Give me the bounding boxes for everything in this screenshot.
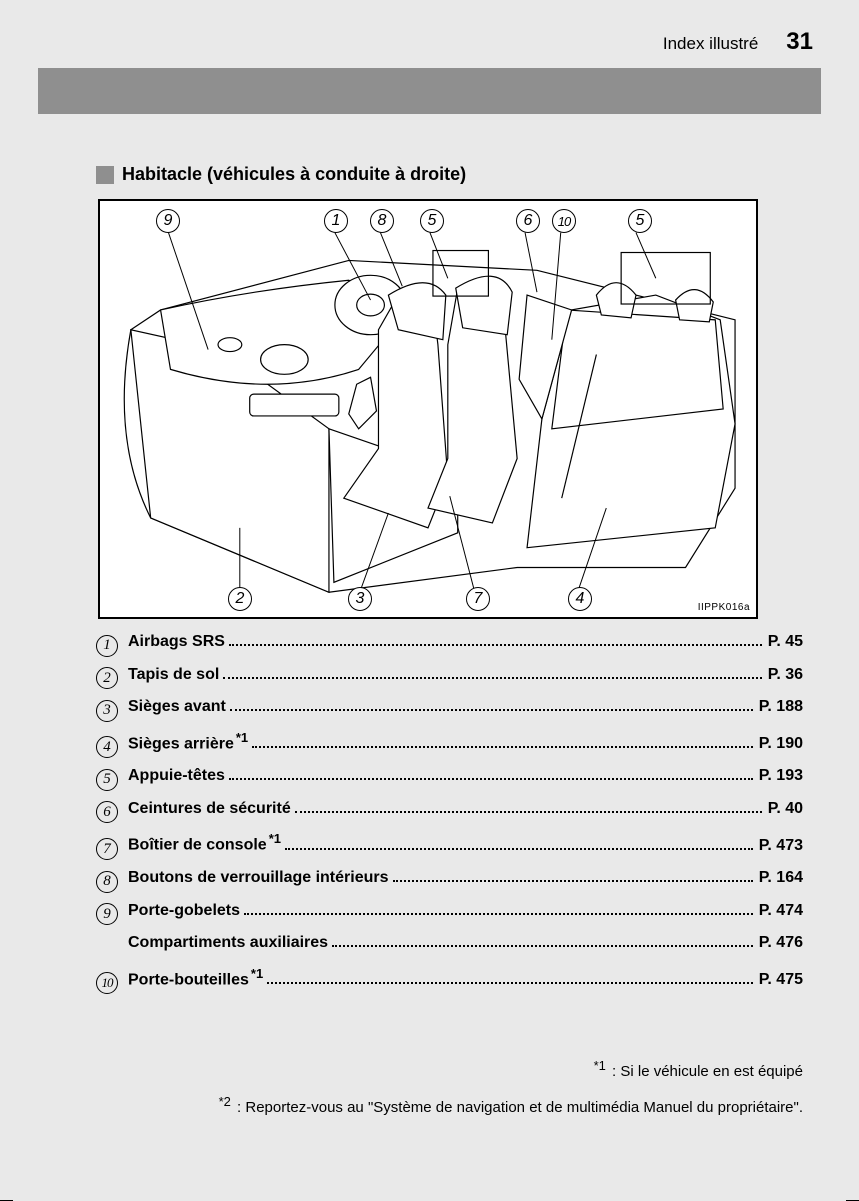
- toc-dot-leader: [223, 677, 761, 679]
- toc-row: 2 Tapis de sol P. 36: [96, 664, 803, 687]
- header-section-name: Index illustré: [663, 34, 758, 54]
- toc-item-page: P. 188: [759, 696, 803, 718]
- toc-row: Compartiments auxiliaires P. 476: [96, 932, 803, 954]
- toc-item-number: 3: [96, 700, 118, 722]
- toc-item-page: P. 190: [759, 733, 803, 755]
- toc-row: 4 Sièges arrière*1 P. 190: [96, 729, 803, 756]
- toc-item-superscript: *1: [251, 966, 263, 981]
- toc-item-page: P. 474: [759, 900, 803, 922]
- figure-reference-code: IIPPK016a: [698, 602, 750, 613]
- toc-item-number: 5: [96, 769, 118, 791]
- toc-row: 8 Boutons de verrouillage intérieurs P. 16…: [96, 867, 803, 890]
- footnote-1-marker: *1: [594, 1058, 606, 1073]
- section-title: Habitacle (véhicules à conduite à droite…: [96, 164, 803, 185]
- toc-item-label: Ceintures de sécurité: [128, 798, 291, 820]
- toc-item-page: P. 475: [759, 969, 803, 991]
- toc-dot-leader: [285, 848, 753, 850]
- toc-item-page: P. 193: [759, 765, 803, 787]
- callout-number: 8: [370, 209, 394, 233]
- toc-item-superscript: *1: [269, 831, 281, 846]
- toc-item-number: 6: [96, 801, 118, 823]
- toc-item-label: Sièges arrière*1: [128, 729, 248, 756]
- callout-number: 1: [324, 209, 348, 233]
- callout-number: 2: [228, 587, 252, 611]
- toc-item-page: P. 40: [768, 798, 803, 820]
- toc-item-page: P. 45: [768, 631, 803, 653]
- toc-item-number: 8: [96, 871, 118, 893]
- callout-number: 9: [156, 209, 180, 233]
- header-divider-bar: [38, 68, 821, 114]
- toc-item-page: P. 36: [768, 664, 803, 686]
- toc-item-number: 7: [96, 838, 118, 860]
- toc-dot-leader: [252, 746, 753, 748]
- toc-item-label: Porte-bouteilles*1: [128, 965, 263, 992]
- callout-number: 3: [348, 587, 372, 611]
- toc-row: 10 Porte-bouteilles*1 P. 475: [96, 965, 803, 992]
- toc-dot-leader: [393, 880, 753, 882]
- callout-number: 6: [516, 209, 540, 233]
- toc-item-page: P. 473: [759, 835, 803, 857]
- toc-row: 1 Airbags SRS P. 45: [96, 631, 803, 654]
- callout-number: 5: [420, 209, 444, 233]
- toc-dot-leader: [230, 709, 753, 711]
- toc-row: 7 Boîtier de console*1 P. 473: [96, 830, 803, 857]
- toc-dot-leader: [295, 811, 762, 813]
- toc-dot-leader: [229, 644, 762, 646]
- toc-row: 5 Appuie-têtes P. 193: [96, 765, 803, 788]
- footnote-1-text: : Si le véhicule en est équipé: [612, 1063, 803, 1080]
- toc-item-number: 2: [96, 667, 118, 689]
- toc-dot-leader: [229, 778, 753, 780]
- toc-item-label: Boutons de verrouillage intérieurs: [128, 867, 389, 889]
- toc-row: 9 Porte-gobelets P. 474: [96, 900, 803, 923]
- footnote-2-marker: *2: [219, 1094, 231, 1109]
- interior-diagram-figure: 9 18 5 6 10 5 2 3 7 4 IIPPK016a: [98, 199, 758, 619]
- callout-number: 7: [466, 587, 490, 611]
- footnotes: *1 : Si le véhicule en est équipé *2 : R…: [219, 1052, 803, 1124]
- footnote-1: *1 : Si le véhicule en est équipé: [219, 1052, 803, 1088]
- toc-dot-leader: [332, 945, 753, 947]
- toc-row: 3 Sièges avant P. 188: [96, 696, 803, 719]
- section-title-text: Habitacle (véhicules à conduite à droite…: [122, 164, 466, 185]
- toc-item-number: 1: [96, 635, 118, 657]
- toc-item-page: P. 164: [759, 867, 803, 889]
- toc-row: 6 Ceintures de sécurité P. 40: [96, 798, 803, 821]
- toc-item-label: Compartiments auxiliaires: [128, 932, 328, 954]
- toc-item-page: P. 476: [759, 932, 803, 954]
- section-title-bullet-icon: [96, 166, 114, 184]
- toc-item-label: Appuie-têtes: [128, 765, 225, 787]
- toc-item-superscript: *1: [236, 730, 248, 745]
- toc-item-label: Sièges avant: [128, 696, 226, 718]
- toc-item-number: 9: [96, 903, 118, 925]
- toc-item-label: Porte-gobelets: [128, 900, 240, 922]
- callout-number: 5: [628, 209, 652, 233]
- toc-dot-leader: [244, 913, 753, 915]
- callout-number: 4: [568, 587, 592, 611]
- page-header: Index illustré 31: [0, 0, 859, 64]
- interior-diagram-svg: [100, 201, 756, 617]
- toc-item-number: 10: [96, 972, 118, 994]
- toc-dot-leader: [267, 982, 753, 984]
- toc-item-number: 4: [96, 736, 118, 758]
- table-of-contents: 1 Airbags SRS P. 45 2 Tapis de sol P. 36 3 Sièg…: [96, 631, 803, 991]
- toc-item-label: Tapis de sol: [128, 664, 219, 686]
- callout-number: 10: [552, 209, 576, 233]
- header-page-number: 31: [786, 28, 813, 56]
- footnote-2-text: : Reportez-vous au "Système de navigatio…: [237, 1099, 803, 1116]
- footnote-2: *2 : Reportez-vous au "Système de naviga…: [219, 1088, 803, 1124]
- toc-item-label: Boîtier de console*1: [128, 830, 281, 857]
- toc-item-label: Airbags SRS: [128, 631, 225, 653]
